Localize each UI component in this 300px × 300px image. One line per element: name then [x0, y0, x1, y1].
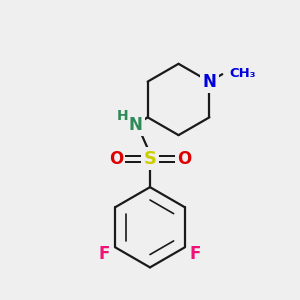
Text: F: F [99, 244, 110, 262]
Text: H: H [117, 110, 128, 123]
Text: CH₃: CH₃ [229, 67, 255, 80]
Text: S: S [143, 150, 157, 168]
Text: O: O [177, 150, 191, 168]
Text: F: F [190, 244, 201, 262]
Text: N: N [202, 73, 216, 91]
Text: O: O [109, 150, 123, 168]
Text: N: N [128, 116, 142, 134]
